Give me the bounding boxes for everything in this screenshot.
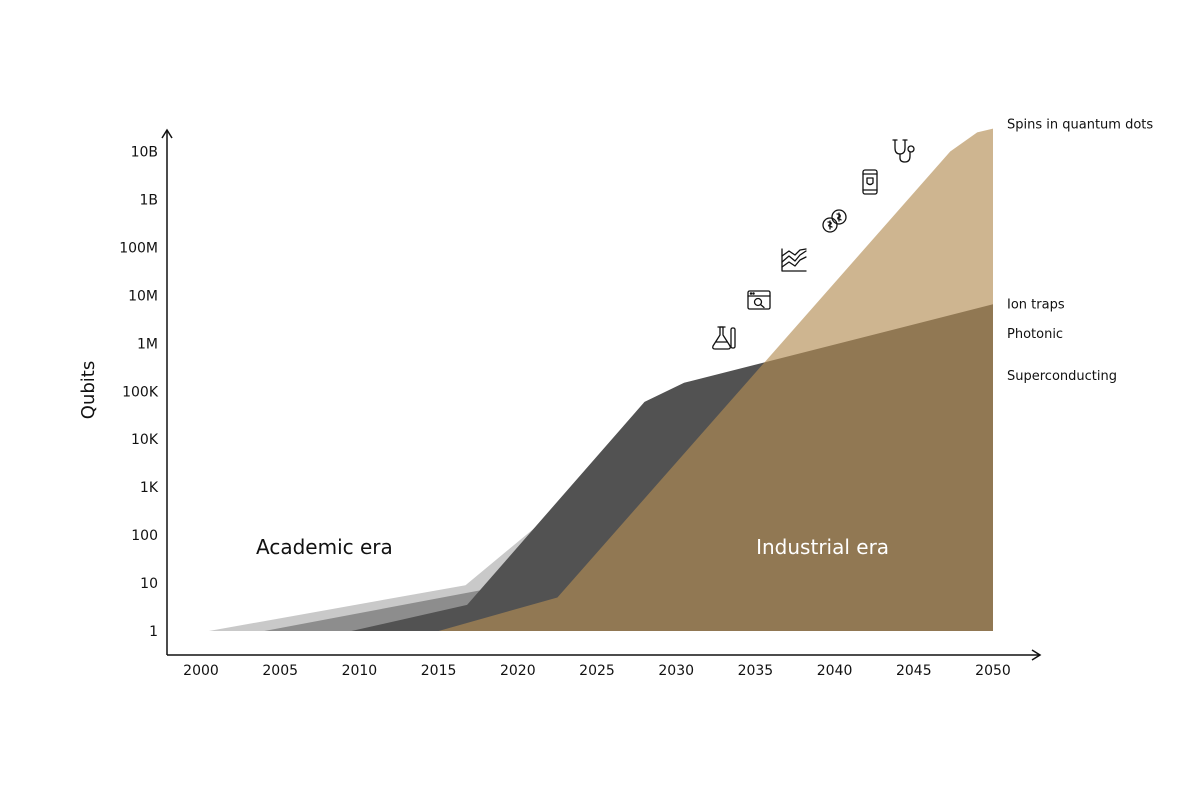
x-tick-label: 2000: [183, 663, 219, 679]
series-labels: Spins in quantum dots Ion traps Photonic…: [1007, 118, 1153, 385]
y-tick-label: 1: [149, 624, 158, 640]
x-tick-label: 2010: [342, 663, 378, 679]
x-tick-label: 2015: [421, 663, 457, 679]
lab-flask-icon: [712, 326, 736, 350]
coins-icon: [822, 209, 847, 233]
y-axis-ticks: 1 10 100 1K 10K 100K 1M 10M 100M 1B 10B: [119, 145, 159, 641]
x-tick-label: 2020: [500, 663, 536, 679]
x-tick-label: 2025: [579, 663, 615, 679]
x-axis-ticks: 2000 2005 2010 2015 2020 2025 2030 2035 …: [183, 663, 1011, 679]
y-axis-label: Qubits: [78, 361, 99, 419]
y-tick-label: 1K: [140, 480, 159, 496]
smartphone-icon: [862, 169, 878, 195]
series-areas: [208, 128, 994, 631]
y-tick-label: 1B: [139, 192, 158, 208]
application-icons: [712, 139, 915, 350]
area-spins-in-quantum-dots: [438, 128, 994, 631]
y-tick-label: 10: [140, 576, 158, 592]
y-tick-label: 100: [131, 528, 158, 544]
browser-search-icon: [747, 290, 771, 310]
series-label-ion-traps: Ion traps: [1007, 297, 1065, 312]
x-tick-label: 2035: [738, 663, 774, 679]
y-tick-label: 10M: [128, 288, 158, 304]
x-tick-label: 2005: [262, 663, 298, 679]
y-tick-label: 1M: [137, 336, 158, 352]
series-label-photonic: Photonic: [1007, 327, 1063, 342]
y-tick-label: 10K: [131, 432, 159, 448]
x-tick-label: 2030: [658, 663, 694, 679]
industrial-era-label: Industrial era: [756, 535, 889, 559]
stethoscope-icon: [892, 139, 915, 163]
x-tick-label: 2040: [817, 663, 853, 679]
x-tick-label: 2045: [896, 663, 932, 679]
y-tick-label: 100M: [119, 240, 158, 256]
series-label-superconducting: Superconducting: [1007, 369, 1117, 384]
y-tick-label: 10B: [131, 145, 158, 161]
axes: [161, 128, 1042, 661]
y-tick-label: 100K: [122, 384, 159, 400]
series-label-spins: Spins in quantum dots: [1007, 118, 1153, 133]
market-chart-icon: [781, 248, 807, 272]
x-tick-label: 2050: [975, 663, 1011, 679]
academic-era-label: Academic era: [256, 535, 393, 559]
